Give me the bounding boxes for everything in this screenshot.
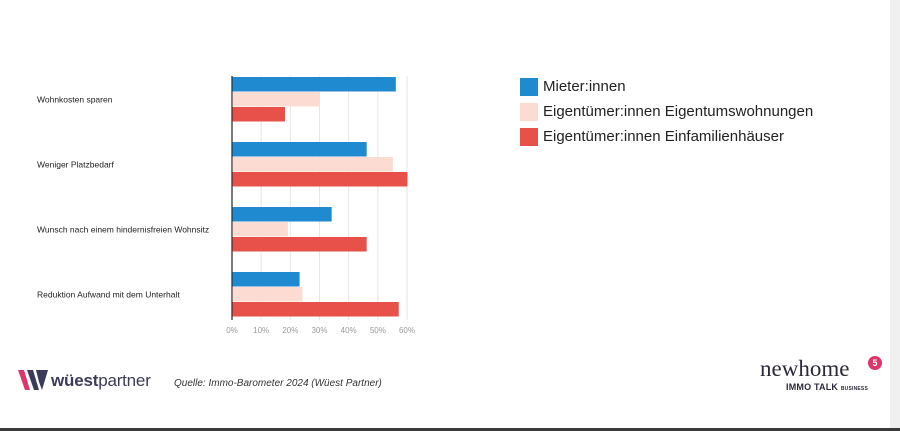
source-note: Quelle: Immo-Barometer 2024 (Wüest Partn…	[174, 378, 382, 389]
category-label: Reduktion Aufwand mit dem Unterhalt	[37, 290, 180, 300]
x-tick-label: 40%	[341, 326, 357, 335]
bar	[232, 107, 285, 122]
chart-legend: Mieter:innen Eigentümer:innen Eigentumsw…	[520, 74, 813, 149]
x-tick-label: 0%	[226, 326, 238, 335]
newhome-logo: newhome 5 IMMO TALK BUSINESS	[760, 356, 890, 398]
wuest-partner-wordmark: wüestpartner	[51, 371, 151, 391]
bar	[232, 172, 408, 187]
legend-swatch-einfamilienhaeuser	[520, 127, 538, 146]
legend-label-einfamilienhaeuser: Eigentümer:innen Einfamilienhäuser	[543, 128, 784, 145]
category-label: Wunsch nach einem hindernisfreien Wohnsi…	[37, 225, 209, 235]
right-edge	[890, 0, 900, 431]
x-tick-label: 20%	[282, 326, 298, 335]
legend-item-eigentumswohnungen: Eigentümer:innen Eigentumswohnungen	[520, 99, 813, 124]
x-tick-label: 50%	[370, 326, 386, 335]
bottom-edge	[0, 428, 900, 431]
bar	[232, 92, 320, 107]
x-tick-label: 60%	[399, 326, 415, 335]
bar	[232, 157, 393, 172]
newhome-badge: 5	[868, 356, 882, 370]
bar	[232, 207, 332, 222]
bar	[232, 287, 303, 302]
bar	[232, 237, 367, 252]
newhome-wordmark: newhome	[760, 356, 850, 381]
wuest-partner-wordmark-rest: partner	[98, 371, 151, 390]
bar	[232, 302, 399, 317]
newhome-subtitle-small: BUSINESS	[840, 386, 868, 392]
x-tick-label: 10%	[253, 326, 269, 335]
newhome-subtitle-main: IMMO TALK	[786, 382, 839, 392]
wuest-partner-logo: wüestpartner	[18, 368, 151, 394]
legend-label-eigentumswohnungen: Eigentümer:innen Eigentumswohnungen	[543, 103, 814, 120]
legend-label-mieter: Mieter:innen	[543, 78, 626, 95]
wuest-partner-wordmark-bold: wüest	[51, 371, 99, 390]
legend-swatch-eigentumswohnungen	[520, 102, 538, 121]
bar	[232, 222, 288, 237]
legend-item-mieter: Mieter:innen	[520, 74, 813, 99]
bar	[232, 272, 300, 287]
category-label: Wohnkosten sparen	[37, 95, 113, 105]
bar	[232, 77, 396, 92]
category-label: Weniger Platzbedarf	[37, 160, 114, 170]
bar	[232, 142, 367, 157]
x-tick-label: 30%	[311, 326, 327, 335]
legend-swatch-mieter	[520, 77, 538, 96]
wuest-partner-mark-icon	[18, 370, 48, 390]
newhome-subtitle: IMMO TALK BUSINESS	[786, 382, 868, 392]
legend-item-einfamilienhaeuser: Eigentümer:innen Einfamilienhäuser	[520, 124, 813, 149]
